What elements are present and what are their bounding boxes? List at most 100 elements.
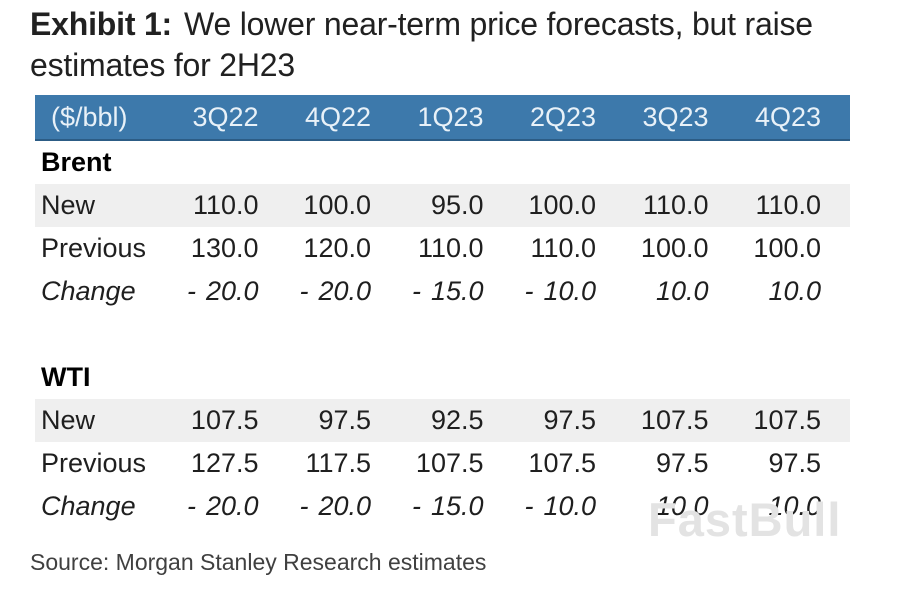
value-cell: -20.0 (175, 491, 288, 522)
value-text: 107.5 (640, 405, 709, 435)
value-text: 110.0 (192, 190, 259, 220)
value-cell: 107.5 (400, 448, 513, 479)
row-label: Change (41, 491, 136, 521)
row-label: New (41, 405, 96, 435)
minus-sign: - (524, 276, 534, 306)
value-text: 10.0 (543, 491, 596, 521)
value-cell: 100.0 (513, 190, 626, 221)
value-cell: 100.0 (738, 233, 851, 264)
value-cell: 107.5 (625, 405, 738, 436)
value-text: 15.0 (430, 276, 484, 306)
header-quarter-cell: 3Q23 (642, 101, 709, 132)
value-text: 10.0 (768, 276, 821, 306)
value-cell: 97.5 (738, 448, 851, 479)
value-text: 97.5 (655, 448, 709, 478)
table-row-brent-change: Change -20.0-20.0-15.0-10.0 10.0 10.0 (35, 270, 850, 313)
value-cell: 10.0 (625, 276, 738, 307)
table-row-wti-new: New 107.5 97.5 92.5 97.5 107.5 107.5 (35, 399, 850, 442)
value-text: 10.0 (768, 491, 821, 521)
value-text: 110.0 (755, 190, 821, 220)
table-row-brent-previous: Previous 130.0 120.0 110.0 110.0 100.0 100.0 (35, 227, 850, 270)
minus-sign: - (412, 276, 421, 306)
value-cell: 130.0 (175, 233, 288, 264)
minus-sign: - (299, 276, 309, 306)
minus-sign: - (299, 491, 309, 521)
value-text: 97.5 (318, 405, 371, 435)
exhibit-title-text: We lower near-term price forecasts, but … (30, 6, 813, 83)
header-quarter-cell: 4Q23 (754, 101, 821, 132)
value-cell: -10.0 (513, 276, 626, 307)
exhibit-title: Exhibit 1: We lower near-term price forec… (30, 4, 892, 86)
value-text: 20.0 (318, 276, 371, 306)
value-text: 107.5 (528, 448, 596, 478)
table-row-wti-change: Change -20.0-20.0-15.0-10.0 10.0 10.0 (35, 485, 850, 528)
row-label: New (41, 190, 96, 220)
header-quarter-cell: 3Q22 (192, 101, 259, 132)
value-text: 107.5 (415, 448, 484, 478)
value-text: 110.0 (530, 233, 596, 263)
table-row-wti-previous: Previous 127.5 117.5 107.5 107.5 97.5 97.5 (35, 442, 850, 485)
value-cell: 120.0 (288, 233, 401, 264)
value-text: 97.5 (543, 405, 596, 435)
value-cell: 110.0 (625, 190, 738, 221)
value-text: 92.5 (430, 405, 484, 435)
value-cell: 10.0 (738, 491, 851, 522)
value-cell: 117.5 (288, 448, 401, 479)
header-quarter-cell: 4Q22 (304, 101, 371, 132)
value-text: 95.0 (430, 190, 484, 220)
minus-sign: - (187, 276, 196, 306)
value-text: 100.0 (303, 190, 371, 220)
value-cell: 100.0 (288, 190, 401, 221)
value-text: 10.0 (655, 276, 709, 306)
value-cell: -15.0 (400, 491, 513, 522)
value-text: 110.0 (417, 233, 484, 263)
value-cell: -20.0 (175, 276, 288, 307)
section-row-brent: Brent (35, 141, 850, 184)
value-text: 20.0 (205, 491, 259, 521)
value-cell: 110.0 (513, 233, 626, 264)
table-row-brent-new: New 110.0 100.0 95.0 100.0 110.0 110.0 (35, 184, 850, 227)
header-quarter-cell: 1Q23 (417, 101, 484, 132)
value-cell: 97.5 (513, 405, 626, 436)
value-cell: 110.0 (175, 190, 288, 221)
minus-sign: - (187, 491, 196, 521)
exhibit-number-label: Exhibit 1: (30, 6, 173, 42)
value-cell: 107.5 (738, 405, 851, 436)
source-note: Source: Morgan Stanley Research estimate… (30, 549, 487, 575)
value-text: 130.0 (190, 233, 259, 263)
price-forecast-table: ($/bbl) 3Q22 4Q22 1Q23 2Q23 3Q23 4Q23 Brent New… (35, 95, 850, 528)
value-cell: 10.0 (625, 491, 738, 522)
header-unit-cell: ($/bbl) (51, 101, 128, 132)
section-spacer (35, 313, 850, 356)
value-cell: -10.0 (513, 491, 626, 522)
section-row-wti: WTI (35, 356, 850, 399)
row-label: Previous (41, 233, 147, 263)
section-name-label: Brent (41, 147, 112, 177)
section-name-label: WTI (41, 362, 91, 392)
minus-sign: - (412, 491, 421, 521)
value-cell: -20.0 (288, 276, 401, 307)
value-text: 100.0 (528, 190, 596, 220)
value-text: 10.0 (543, 276, 596, 306)
row-label: Previous (41, 448, 147, 478)
value-text: 20.0 (205, 276, 259, 306)
value-text: 100.0 (753, 233, 821, 263)
value-cell: 110.0 (738, 190, 851, 221)
value-cell: -15.0 (400, 276, 513, 307)
table-body: Brent New 110.0 100.0 95.0 100.0 110.0 110.0 Pre… (35, 141, 850, 528)
value-text: 110.0 (642, 190, 709, 220)
value-text: 15.0 (430, 491, 484, 521)
value-cell: 127.5 (175, 448, 288, 479)
value-text: 10.0 (655, 491, 709, 521)
value-cell: 110.0 (400, 233, 513, 264)
value-cell: 107.5 (513, 448, 626, 479)
value-text: 97.5 (768, 448, 821, 478)
value-cell: 107.5 (175, 405, 288, 436)
value-text: 117.5 (305, 448, 371, 478)
minus-sign: - (524, 491, 534, 521)
value-text: 20.0 (318, 491, 371, 521)
value-text: 120.0 (303, 233, 371, 263)
value-cell: 95.0 (400, 190, 513, 221)
value-text: 107.5 (753, 405, 821, 435)
value-cell: 100.0 (625, 233, 738, 264)
